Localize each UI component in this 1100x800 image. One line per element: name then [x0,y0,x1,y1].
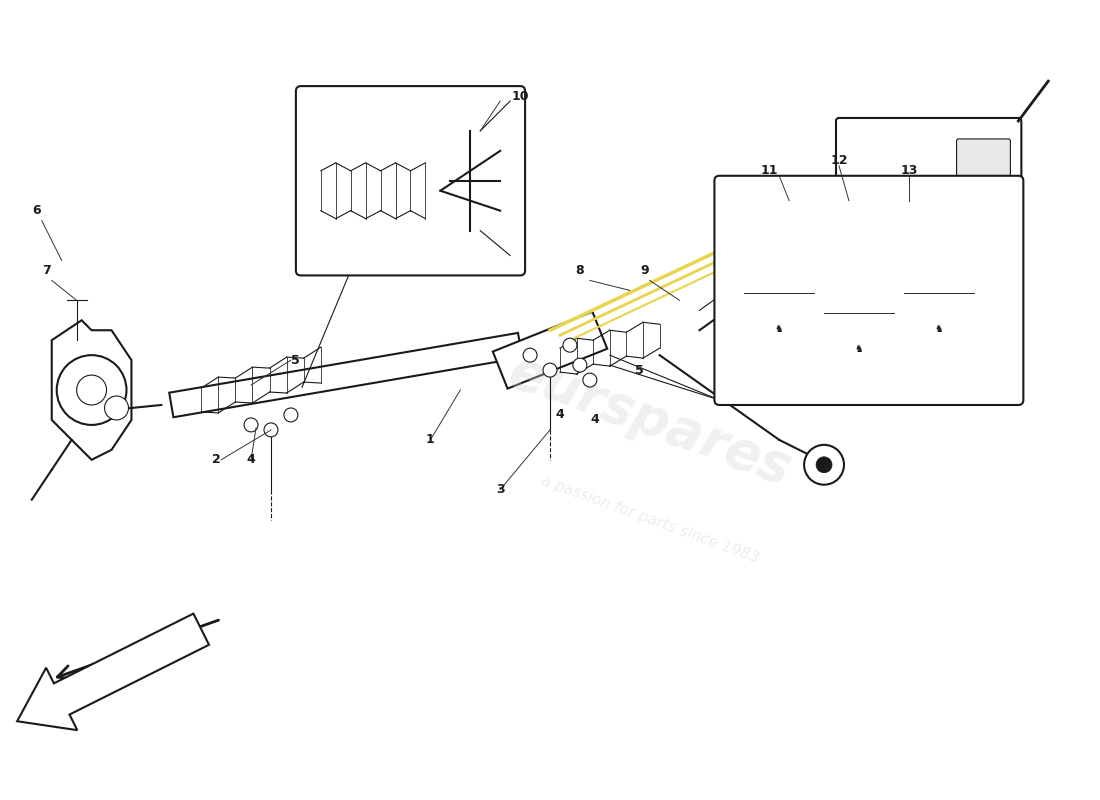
Text: ♞: ♞ [934,324,943,334]
Circle shape [104,396,129,420]
Polygon shape [745,270,814,360]
Text: 2: 2 [212,454,221,466]
Polygon shape [169,333,522,418]
Polygon shape [493,312,607,389]
Text: 8: 8 [575,264,584,277]
Text: 3: 3 [496,483,505,496]
FancyBboxPatch shape [296,86,525,275]
Text: 13: 13 [900,164,917,178]
Polygon shape [52,320,132,460]
FancyBboxPatch shape [957,139,1011,242]
Circle shape [57,355,126,425]
Circle shape [543,363,557,377]
Circle shape [563,338,576,352]
Text: 6: 6 [33,204,41,217]
Text: 1: 1 [426,434,434,446]
Text: 11: 11 [760,164,778,178]
Circle shape [816,457,832,473]
Text: 9: 9 [640,264,649,277]
Circle shape [284,408,298,422]
Circle shape [583,373,597,387]
Circle shape [264,423,278,437]
Text: ♞: ♞ [855,344,864,354]
Circle shape [244,418,258,432]
Polygon shape [849,170,1009,210]
FancyBboxPatch shape [714,176,1023,405]
Circle shape [804,445,844,485]
Text: 7: 7 [43,264,51,277]
Text: a passion for parts since 1983: a passion for parts since 1983 [539,473,761,566]
Text: 5: 5 [290,354,299,366]
Text: 12: 12 [830,154,848,167]
Text: 4: 4 [556,409,564,422]
Circle shape [524,348,537,362]
Text: 10: 10 [512,90,529,102]
Text: eurspares: eurspares [502,345,799,495]
Text: 4: 4 [246,454,255,466]
Circle shape [77,375,107,405]
Text: ♞: ♞ [774,324,783,334]
Polygon shape [904,270,974,360]
Text: 5: 5 [636,364,645,377]
Polygon shape [824,290,894,380]
FancyArrow shape [18,614,209,730]
Circle shape [573,358,587,372]
FancyBboxPatch shape [836,118,1022,263]
Text: 4: 4 [591,414,600,426]
